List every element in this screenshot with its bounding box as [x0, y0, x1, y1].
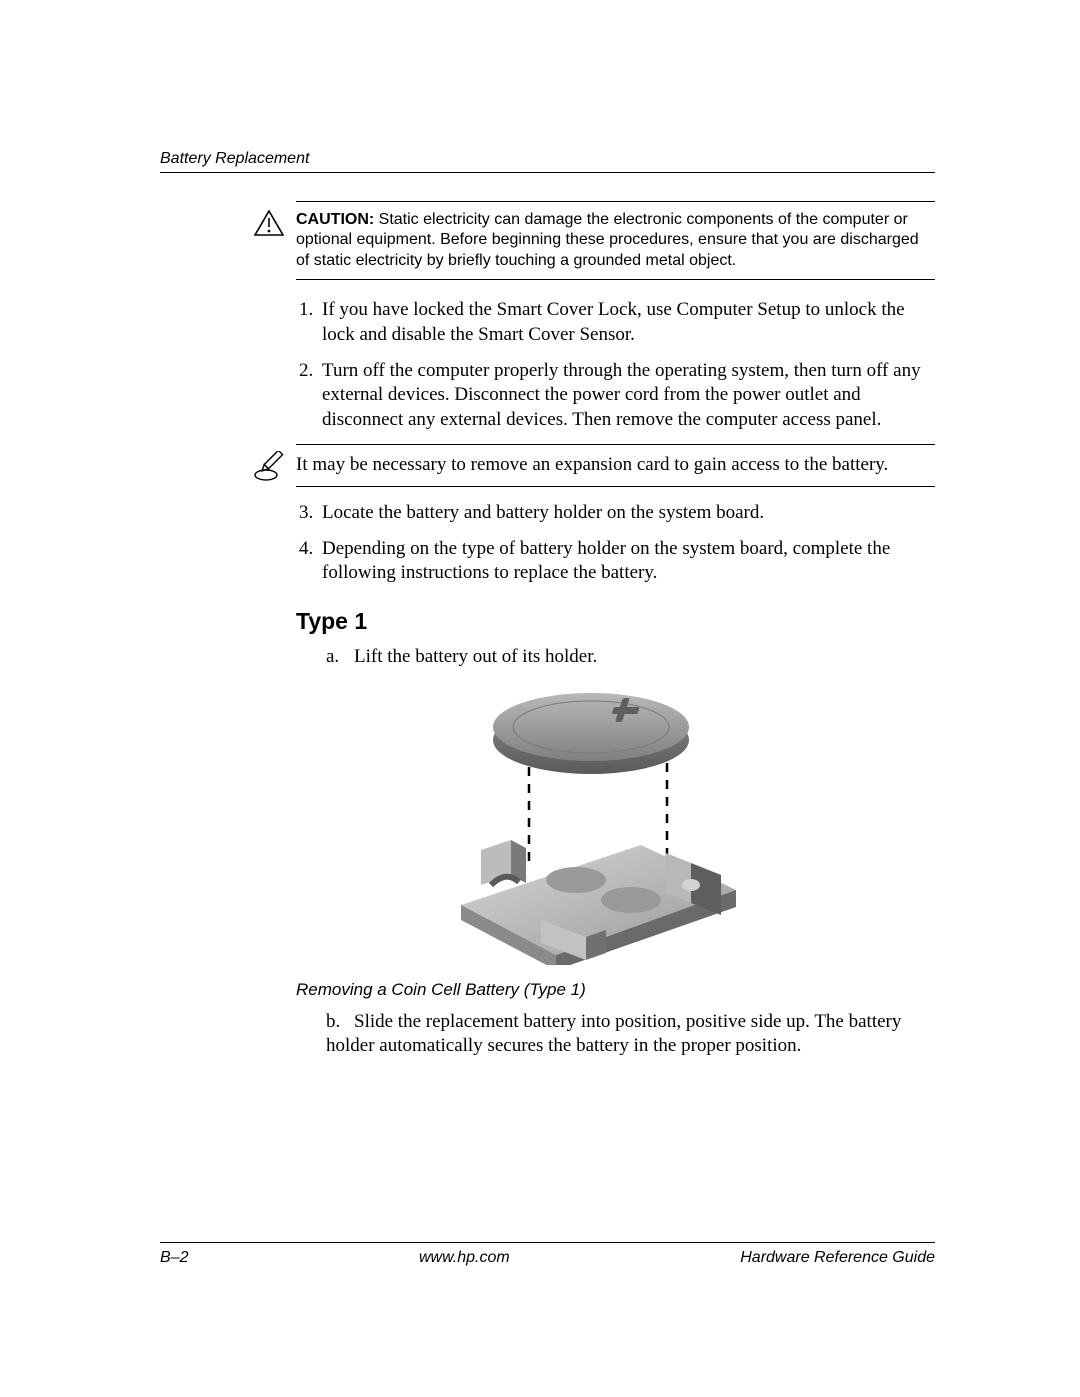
battery-figure-svg: [391, 685, 791, 965]
note-block: It may be necessary to remove an expansi…: [296, 444, 935, 487]
coin-battery-icon: [493, 693, 689, 774]
figure: [246, 685, 935, 970]
caution-label: CAUTION:: [296, 211, 374, 228]
substep-b-letter: b.: [326, 1010, 354, 1034]
step-2: Turn off the computer properly through t…: [318, 359, 935, 432]
header-rule: [160, 172, 935, 173]
step-list-first: If you have locked the Smart Cover Lock,…: [296, 298, 935, 432]
substep-b-text: Slide the replacement battery into posit…: [326, 1011, 901, 1056]
battery-holder-icon: [461, 840, 736, 965]
figure-caption: Removing a Coin Cell Battery (Type 1): [296, 980, 935, 1000]
footer-url: www.hp.com: [419, 1249, 510, 1267]
page-number: B–2: [160, 1249, 188, 1267]
section-title: Battery Replacement: [160, 150, 935, 168]
substep-a-letter: a.: [326, 645, 354, 669]
pencil-note-icon: [252, 451, 284, 491]
substep-list-2: b.Slide the replacement battery into pos…: [326, 1010, 935, 1059]
substep-b: b.Slide the replacement battery into pos…: [326, 1010, 935, 1059]
main-content: CAUTION: Static electricity can damage t…: [296, 201, 935, 1059]
document-page: Battery Replacement CAUTION: Static elec…: [0, 0, 1080, 1397]
substep-list: a.Lift the battery out of its holder.: [326, 645, 935, 669]
note-text: It may be necessary to remove an expansi…: [296, 454, 888, 475]
caution-text: Static electricity can damage the electr…: [296, 211, 919, 269]
step-4: Depending on the type of battery holder …: [318, 537, 935, 586]
step-list-second: Locate the battery and battery holder on…: [296, 501, 935, 586]
footer-doc-title: Hardware Reference Guide: [740, 1249, 935, 1267]
caution-block: CAUTION: Static electricity can damage t…: [296, 201, 935, 280]
type-heading: Type 1: [296, 608, 935, 635]
caution-triangle-icon: [254, 210, 284, 242]
step-3: Locate the battery and battery holder on…: [318, 501, 935, 525]
step-1: If you have locked the Smart Cover Lock,…: [318, 298, 935, 347]
substep-a-text: Lift the battery out of its holder.: [354, 646, 597, 667]
page-footer: B–2 www.hp.com Hardware Reference Guide: [160, 1242, 935, 1267]
substep-a: a.Lift the battery out of its holder.: [326, 645, 935, 669]
footer-rule: [160, 1242, 935, 1243]
